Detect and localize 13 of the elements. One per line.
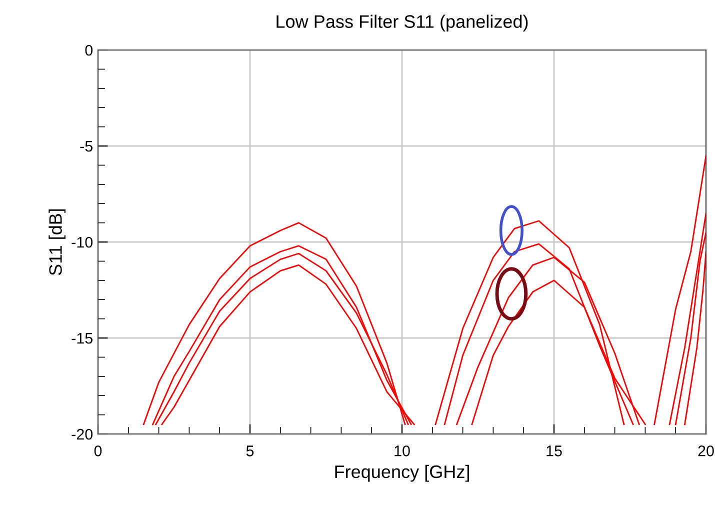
- x-axis-title: Frequency [GHz]: [335, 464, 469, 482]
- y-tick-label: 0: [85, 44, 93, 56]
- x-tick-label: 10: [394, 446, 410, 456]
- x-tick-label: 20: [698, 446, 714, 456]
- x-tick-label: 0: [94, 446, 102, 456]
- x-tick-label: 5: [246, 446, 254, 456]
- y-axis-title: S11 [dB]: [48, 209, 66, 276]
- y-tick-label: -20: [72, 428, 93, 440]
- chart-title: Low Pass Filter S11 (panelized): [276, 14, 528, 32]
- x-tick-label: 15: [546, 446, 562, 456]
- y-tick-label: -15: [72, 333, 92, 344]
- y-tick-label: -10: [72, 236, 93, 248]
- y-tick-label: -5: [80, 141, 92, 152]
